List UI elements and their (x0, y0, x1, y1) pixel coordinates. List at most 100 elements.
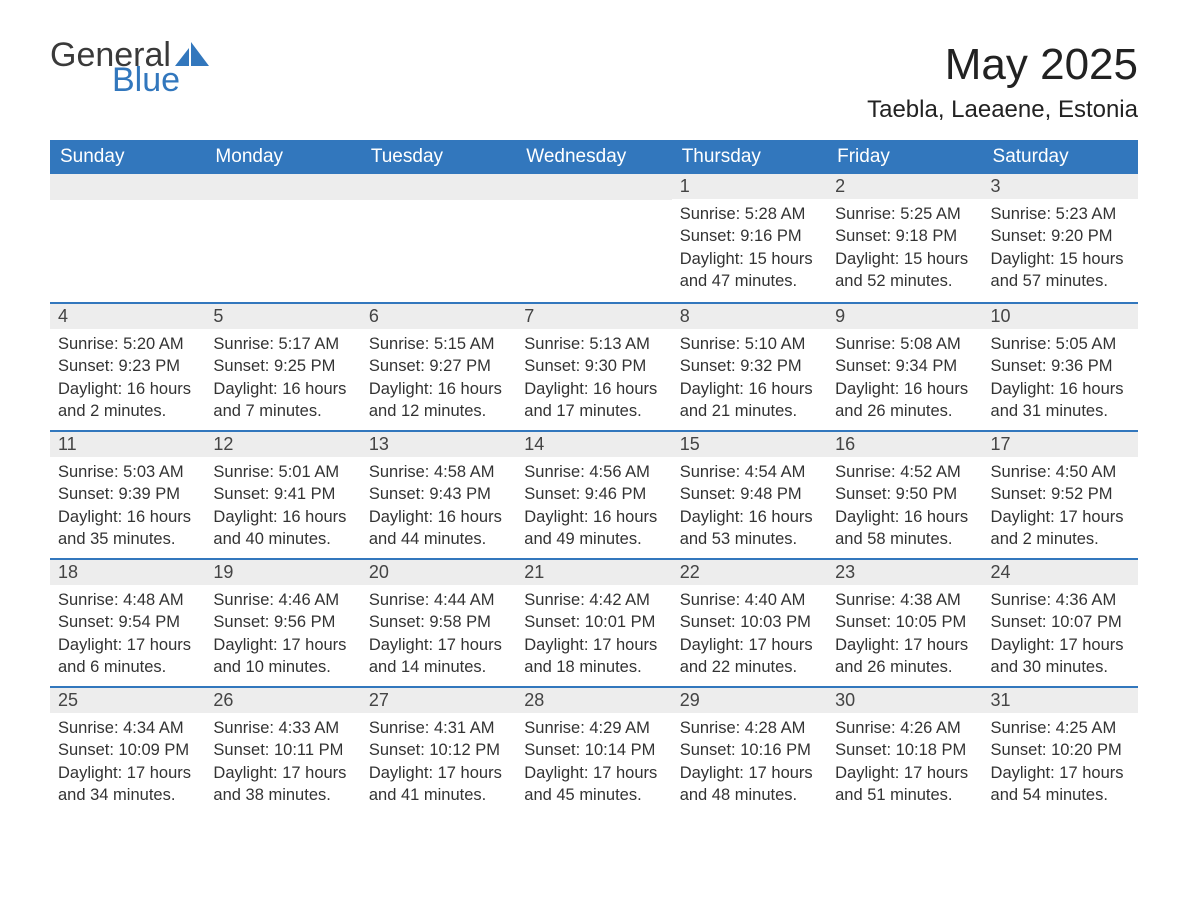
sunrise-text: Sunrise: 5:25 AM (835, 203, 974, 225)
sunrise-text: Sunrise: 4:31 AM (369, 717, 508, 739)
daylight-text: Daylight: 16 hours and 12 minutes. (369, 378, 508, 423)
calendar-week-row: 1Sunrise: 5:28 AMSunset: 9:16 PMDaylight… (50, 174, 1138, 302)
day-number: 17 (983, 430, 1138, 457)
calendar-day-cell: 14Sunrise: 4:56 AMSunset: 9:46 PMDayligh… (516, 430, 671, 558)
daylight-text: Daylight: 16 hours and 2 minutes. (58, 378, 197, 423)
day-details: Sunrise: 4:52 AMSunset: 9:50 PMDaylight:… (827, 457, 982, 554)
calendar-day-cell: 18Sunrise: 4:48 AMSunset: 9:54 PMDayligh… (50, 558, 205, 686)
day-details: Sunrise: 4:46 AMSunset: 9:56 PMDaylight:… (205, 585, 360, 682)
day-number: 2 (827, 174, 982, 199)
day-details: Sunrise: 4:54 AMSunset: 9:48 PMDaylight:… (672, 457, 827, 554)
sunset-text: Sunset: 9:16 PM (680, 225, 819, 247)
day-header: Saturday (983, 140, 1138, 174)
calendar-day-cell: 3Sunrise: 5:23 AMSunset: 9:20 PMDaylight… (983, 174, 1138, 302)
sunrise-text: Sunrise: 5:05 AM (991, 333, 1130, 355)
daylight-text: Daylight: 17 hours and 10 minutes. (213, 634, 352, 679)
sunset-text: Sunset: 10:07 PM (991, 611, 1130, 633)
day-number: 1 (672, 174, 827, 199)
calendar-day-cell: 29Sunrise: 4:28 AMSunset: 10:16 PMDaylig… (672, 686, 827, 814)
day-number: 28 (516, 686, 671, 713)
sunrise-text: Sunrise: 4:44 AM (369, 589, 508, 611)
day-details: Sunrise: 4:33 AMSunset: 10:11 PMDaylight… (205, 713, 360, 810)
sunrise-text: Sunrise: 4:56 AM (524, 461, 663, 483)
day-details: Sunrise: 4:26 AMSunset: 10:18 PMDaylight… (827, 713, 982, 810)
day-number: 25 (50, 686, 205, 713)
sunset-text: Sunset: 10:11 PM (213, 739, 352, 761)
daylight-text: Daylight: 16 hours and 31 minutes. (991, 378, 1130, 423)
sunrise-text: Sunrise: 4:34 AM (58, 717, 197, 739)
sunrise-text: Sunrise: 4:26 AM (835, 717, 974, 739)
calendar-day-cell: 17Sunrise: 4:50 AMSunset: 9:52 PMDayligh… (983, 430, 1138, 558)
sunset-text: Sunset: 9:43 PM (369, 483, 508, 505)
sunset-text: Sunset: 9:48 PM (680, 483, 819, 505)
calendar-day-cell: 22Sunrise: 4:40 AMSunset: 10:03 PMDaylig… (672, 558, 827, 686)
sunrise-text: Sunrise: 4:58 AM (369, 461, 508, 483)
day-number: 30 (827, 686, 982, 713)
calendar-week-row: 18Sunrise: 4:48 AMSunset: 9:54 PMDayligh… (50, 558, 1138, 686)
sunset-text: Sunset: 9:54 PM (58, 611, 197, 633)
calendar-day-cell: 11Sunrise: 5:03 AMSunset: 9:39 PMDayligh… (50, 430, 205, 558)
sunset-text: Sunset: 9:25 PM (213, 355, 352, 377)
sunset-text: Sunset: 10:05 PM (835, 611, 974, 633)
day-details: Sunrise: 5:20 AMSunset: 9:23 PMDaylight:… (50, 329, 205, 426)
calendar-page: General Blue May 2025 Taebla, Laeaene, E… (0, 0, 1188, 834)
calendar-day-cell: 7Sunrise: 5:13 AMSunset: 9:30 PMDaylight… (516, 302, 671, 430)
daylight-text: Daylight: 17 hours and 38 minutes. (213, 762, 352, 807)
day-details: Sunrise: 4:38 AMSunset: 10:05 PMDaylight… (827, 585, 982, 682)
sunrise-text: Sunrise: 4:46 AM (213, 589, 352, 611)
sunset-text: Sunset: 9:18 PM (835, 225, 974, 247)
daylight-text: Daylight: 16 hours and 26 minutes. (835, 378, 974, 423)
sunrise-text: Sunrise: 4:25 AM (991, 717, 1130, 739)
day-number: 23 (827, 558, 982, 585)
sunset-text: Sunset: 10:14 PM (524, 739, 663, 761)
daylight-text: Daylight: 17 hours and 18 minutes. (524, 634, 663, 679)
daylight-text: Daylight: 17 hours and 6 minutes. (58, 634, 197, 679)
calendar-day-cell: 9Sunrise: 5:08 AMSunset: 9:34 PMDaylight… (827, 302, 982, 430)
day-header: Friday (827, 140, 982, 174)
day-details: Sunrise: 4:36 AMSunset: 10:07 PMDaylight… (983, 585, 1138, 682)
day-number: 4 (50, 302, 205, 329)
daylight-text: Daylight: 17 hours and 45 minutes. (524, 762, 663, 807)
calendar-week-row: 11Sunrise: 5:03 AMSunset: 9:39 PMDayligh… (50, 430, 1138, 558)
empty-day (205, 174, 360, 200)
day-number: 24 (983, 558, 1138, 585)
daylight-text: Daylight: 16 hours and 35 minutes. (58, 506, 197, 551)
sunrise-text: Sunrise: 5:23 AM (991, 203, 1130, 225)
day-number: 31 (983, 686, 1138, 713)
day-number: 10 (983, 302, 1138, 329)
title-block: May 2025 Taebla, Laeaene, Estonia (867, 40, 1138, 134)
calendar-day-cell: 20Sunrise: 4:44 AMSunset: 9:58 PMDayligh… (361, 558, 516, 686)
calendar-week-row: 25Sunrise: 4:34 AMSunset: 10:09 PMDaylig… (50, 686, 1138, 814)
daylight-text: Daylight: 17 hours and 26 minutes. (835, 634, 974, 679)
daylight-text: Daylight: 16 hours and 53 minutes. (680, 506, 819, 551)
daylight-text: Daylight: 17 hours and 14 minutes. (369, 634, 508, 679)
sunrise-text: Sunrise: 5:20 AM (58, 333, 197, 355)
day-details: Sunrise: 4:42 AMSunset: 10:01 PMDaylight… (516, 585, 671, 682)
calendar-day-cell: 26Sunrise: 4:33 AMSunset: 10:11 PMDaylig… (205, 686, 360, 814)
sunrise-text: Sunrise: 4:29 AM (524, 717, 663, 739)
sunrise-text: Sunrise: 5:01 AM (213, 461, 352, 483)
day-details: Sunrise: 5:15 AMSunset: 9:27 PMDaylight:… (361, 329, 516, 426)
day-header: Wednesday (516, 140, 671, 174)
day-header-row: Sunday Monday Tuesday Wednesday Thursday… (50, 140, 1138, 174)
day-number: 9 (827, 302, 982, 329)
day-number: 14 (516, 430, 671, 457)
day-number: 19 (205, 558, 360, 585)
calendar-day-cell: 2Sunrise: 5:25 AMSunset: 9:18 PMDaylight… (827, 174, 982, 302)
calendar-day-cell: 1Sunrise: 5:28 AMSunset: 9:16 PMDaylight… (672, 174, 827, 302)
sunset-text: Sunset: 10:16 PM (680, 739, 819, 761)
sunrise-text: Sunrise: 4:33 AM (213, 717, 352, 739)
calendar-table: Sunday Monday Tuesday Wednesday Thursday… (50, 140, 1138, 814)
empty-day (361, 174, 516, 200)
day-header: Tuesday (361, 140, 516, 174)
day-number: 8 (672, 302, 827, 329)
day-number: 6 (361, 302, 516, 329)
calendar-day-cell: 6Sunrise: 5:15 AMSunset: 9:27 PMDaylight… (361, 302, 516, 430)
logo-text-blue: Blue (112, 65, 209, 96)
day-header: Sunday (50, 140, 205, 174)
day-details: Sunrise: 5:03 AMSunset: 9:39 PMDaylight:… (50, 457, 205, 554)
sunrise-text: Sunrise: 5:10 AM (680, 333, 819, 355)
header: General Blue May 2025 Taebla, Laeaene, E… (50, 40, 1138, 134)
daylight-text: Daylight: 15 hours and 47 minutes. (680, 248, 819, 293)
day-details: Sunrise: 4:28 AMSunset: 10:16 PMDaylight… (672, 713, 827, 810)
